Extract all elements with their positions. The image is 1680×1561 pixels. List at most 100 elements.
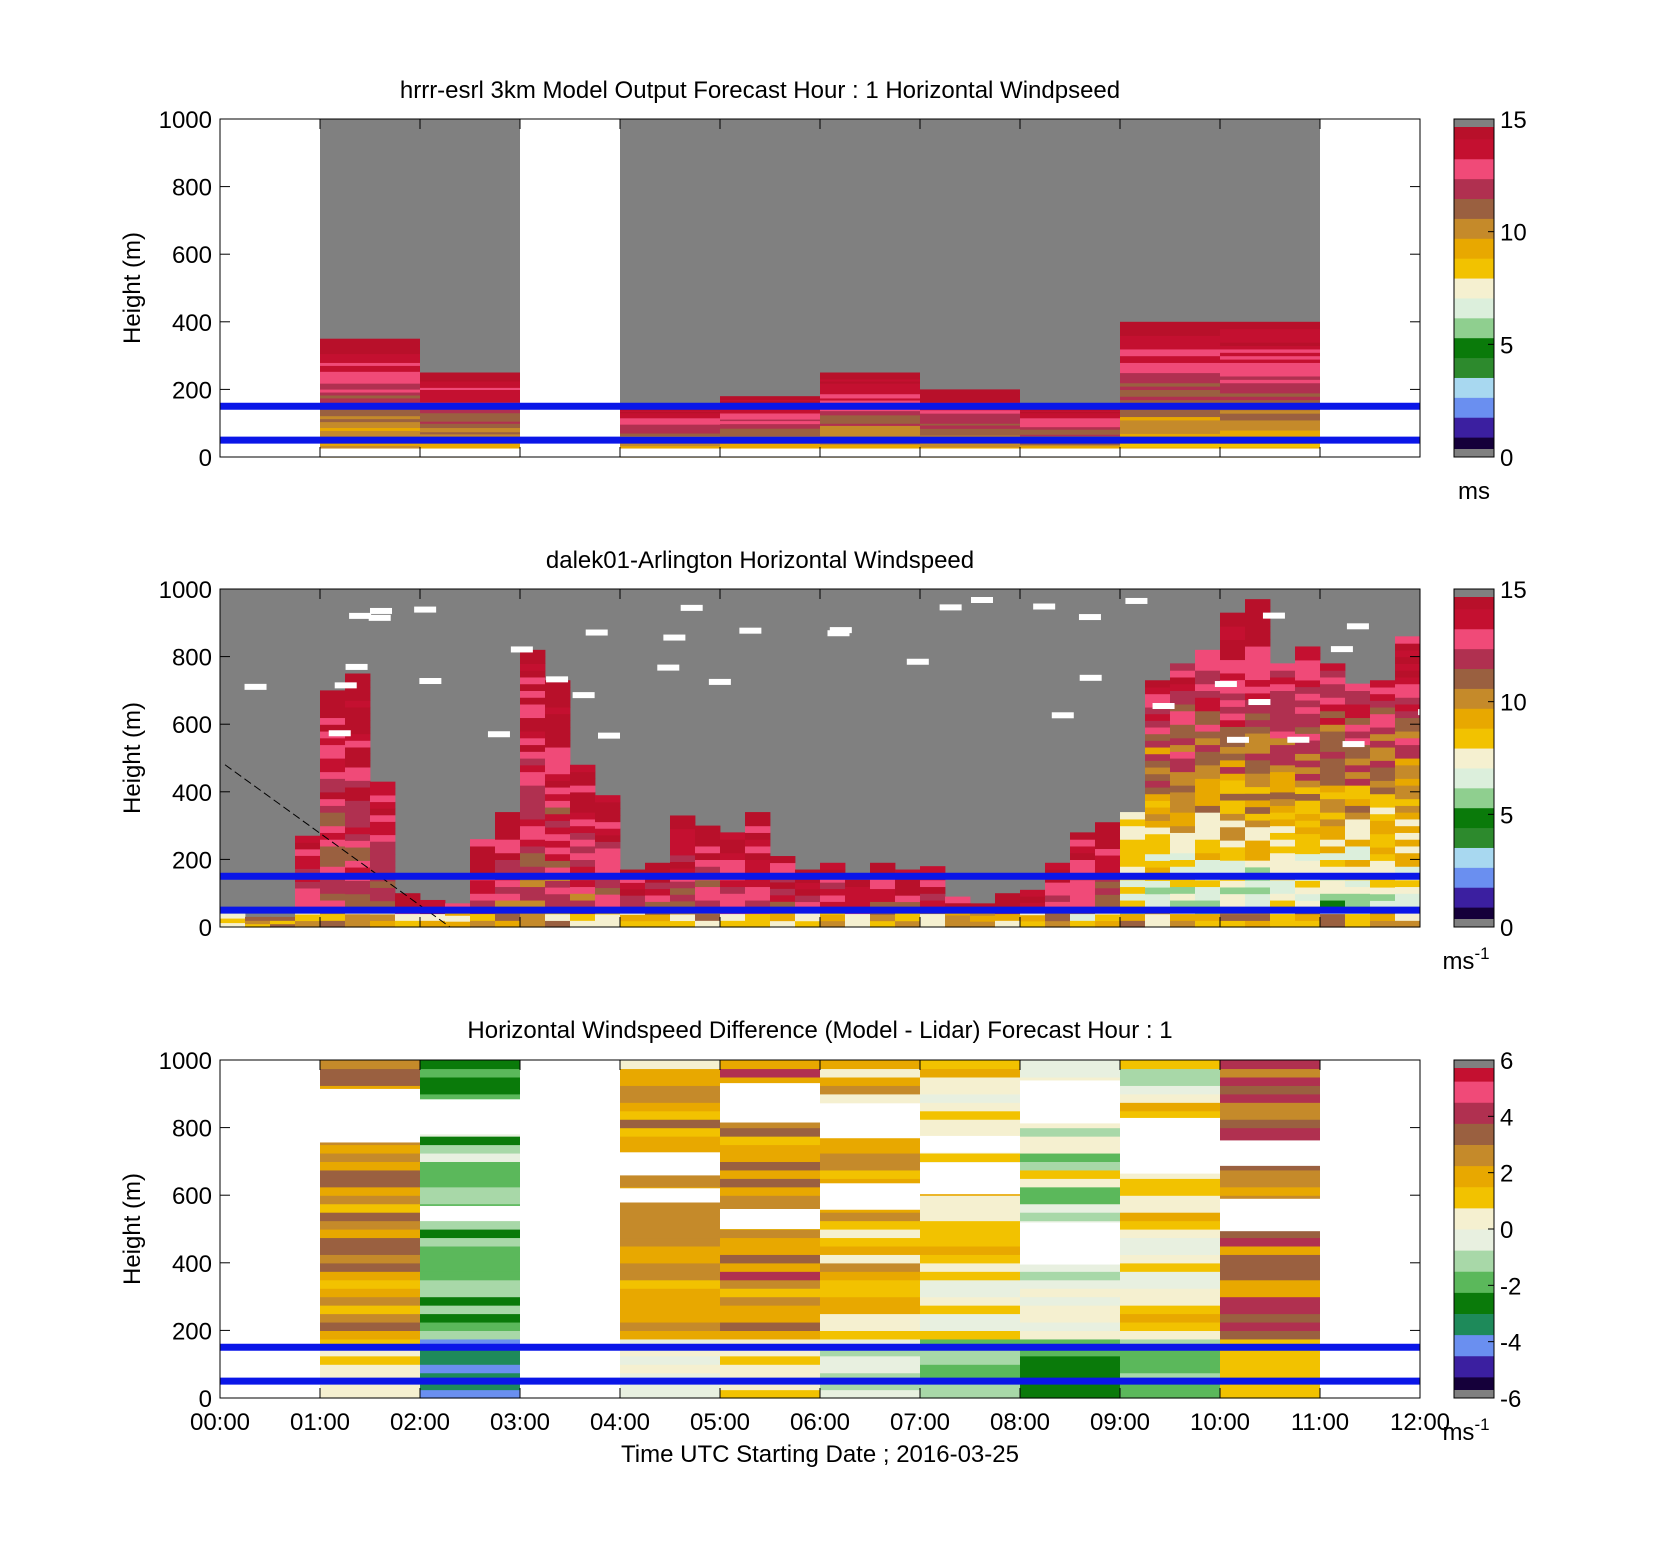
model-cell	[820, 383, 920, 386]
difference-cell	[820, 1169, 920, 1179]
lidar-cell	[620, 901, 646, 909]
lidar-cell	[470, 886, 496, 894]
lidar-cell	[670, 867, 696, 876]
lidar-cell	[520, 751, 546, 759]
difference-cell	[920, 1076, 1020, 1086]
difference-cell	[720, 1305, 820, 1315]
model-cell	[920, 399, 1020, 402]
lidar-cell	[1320, 859, 1346, 867]
lidar-cell	[670, 920, 696, 928]
difference-cell	[920, 1296, 1020, 1306]
model-cell	[420, 433, 520, 437]
lidar-cell	[545, 713, 571, 721]
model-cell	[720, 426, 820, 429]
lidar-cell	[1295, 713, 1321, 721]
lidar-cell	[1395, 697, 1421, 705]
lidar-cell	[1245, 692, 1271, 701]
lidar-cell	[1395, 798, 1421, 806]
colorbar-segment	[1454, 1292, 1494, 1314]
lidar-cell	[645, 869, 671, 877]
lidar-cell	[1170, 744, 1196, 752]
model-cell	[1020, 445, 1120, 448]
lidar-cell	[570, 899, 596, 908]
lidar-cell	[545, 833, 571, 841]
lidar-cell	[1145, 680, 1171, 688]
lidar-cell	[595, 887, 621, 895]
model-cell	[920, 419, 1020, 423]
model-surface-gap	[720, 448, 820, 457]
lidar-cell	[1020, 914, 1046, 922]
lidar-cell	[1145, 860, 1171, 868]
x-tick-label: 06:00	[790, 1409, 850, 1436]
difference-cell	[720, 1271, 820, 1281]
difference-cell	[1120, 1355, 1220, 1365]
lidar-cell	[1320, 758, 1346, 766]
model-cell	[920, 414, 1020, 418]
lidar-cell	[1170, 839, 1196, 847]
model-cell	[320, 338, 420, 343]
difference-cell	[1120, 1169, 1220, 1179]
lidar-missing-mark	[1152, 703, 1175, 710]
model-cell	[320, 427, 420, 431]
lidar-cell	[1120, 879, 1146, 888]
lidar-cell	[520, 703, 546, 712]
lidar-missing-mark	[546, 676, 569, 683]
difference-cell	[620, 1060, 720, 1070]
lidar-cell	[1145, 826, 1171, 835]
lidar-cell	[370, 913, 396, 921]
difference-cell	[320, 1068, 420, 1078]
model-cell	[820, 378, 920, 382]
lidar-cell	[570, 886, 596, 894]
difference-cell	[420, 1186, 520, 1196]
difference-cell	[1120, 1068, 1220, 1078]
lidar-cell	[995, 893, 1021, 901]
lidar-cell	[545, 780, 571, 788]
lidar-cell	[495, 832, 521, 840]
lidar-cell	[1095, 920, 1121, 928]
lidar-cell	[895, 920, 921, 928]
lidar-cell	[320, 866, 346, 874]
y-tick-label: 1000	[159, 107, 212, 134]
difference-cell	[420, 1364, 520, 1374]
difference-cell	[920, 1271, 1020, 1281]
lidar-cell	[1395, 670, 1421, 678]
difference-cell	[920, 1060, 1020, 1070]
lidar-cell	[1195, 886, 1221, 894]
lidar-cell	[345, 706, 371, 715]
difference-cell	[320, 1152, 420, 1162]
lidar-cell	[695, 832, 721, 840]
lidar-cell	[1370, 753, 1396, 761]
lidar-cell	[1170, 913, 1196, 921]
lidar-cell	[970, 915, 996, 922]
model-cell	[620, 443, 720, 445]
lidar-cell	[1095, 887, 1121, 895]
lidar-cell	[520, 805, 546, 813]
lidar-cell	[320, 791, 346, 800]
model-cell	[920, 446, 1020, 450]
lidar-cell	[545, 733, 571, 741]
lidar-cell	[1070, 879, 1096, 888]
difference-cell	[1020, 1186, 1120, 1196]
difference-cell	[820, 1093, 920, 1103]
model-cell	[420, 378, 520, 382]
lidar-cell	[645, 920, 671, 928]
difference-cell	[620, 1355, 720, 1365]
colorbar-tick-label: 0	[1500, 445, 1513, 472]
model-cell	[920, 423, 1020, 426]
model-cell	[320, 388, 420, 393]
model-cell	[420, 374, 520, 378]
difference-cell	[1220, 1262, 1320, 1272]
colorbar-tick-label: 5	[1500, 332, 1513, 359]
lidar-cell	[1020, 896, 1046, 903]
difference-cell	[620, 1068, 720, 1078]
model-cell	[1120, 443, 1220, 448]
lidar-cell	[1370, 886, 1396, 895]
lidar-cell	[1345, 683, 1371, 691]
lidar-cell	[1345, 697, 1371, 705]
model-surface-gap	[620, 448, 720, 457]
model-cell	[320, 374, 420, 378]
colorbar-segment	[1454, 218, 1494, 239]
difference-cell	[1220, 1355, 1320, 1365]
difference-cell	[420, 1237, 520, 1247]
lidar-cell	[595, 880, 621, 889]
